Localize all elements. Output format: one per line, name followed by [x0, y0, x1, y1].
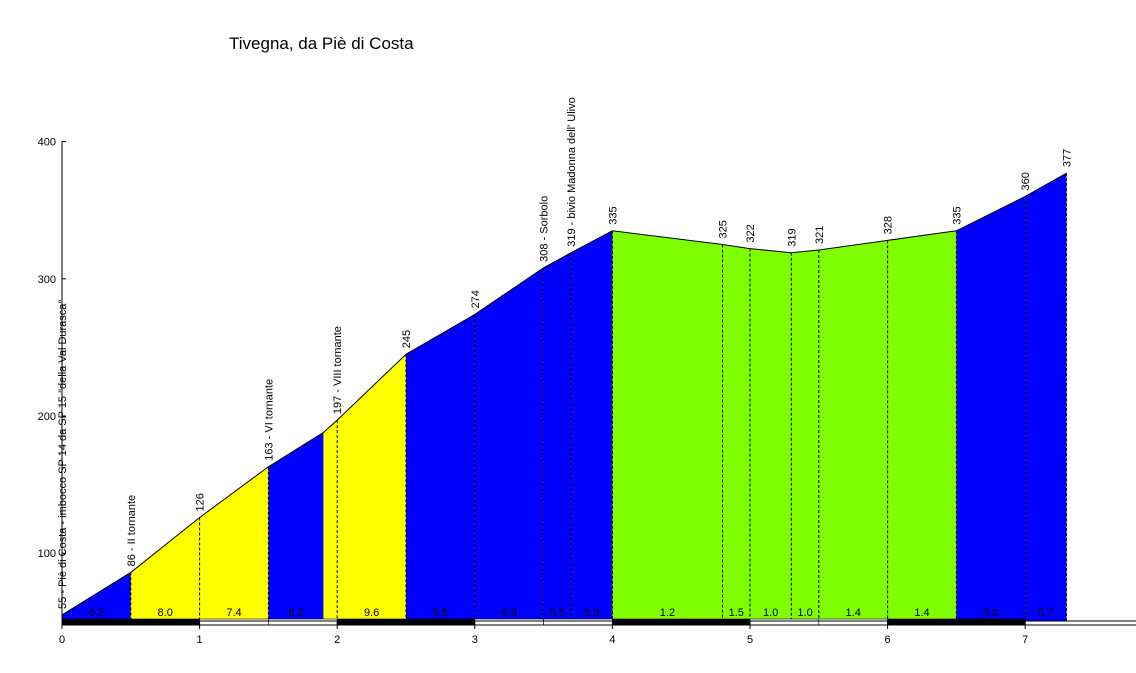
gradient-segment [268, 432, 324, 621]
gradient-label: 5.7 [1038, 607, 1053, 619]
waypoint-label: 55 - Piè di Costa - imbocco SP 14 da SP … [57, 300, 69, 609]
waypoint-label: 328 [883, 216, 895, 234]
gradient-segment [199, 466, 269, 621]
waypoint-label: 245 [401, 330, 413, 348]
gradient-segment [337, 354, 406, 621]
gradient-segments [62, 173, 1067, 622]
waypoint-label: 335 [951, 206, 963, 224]
scale-bar-block [818, 618, 888, 626]
gradient-segment [323, 420, 338, 621]
waypoint-label: 308 - Sorbolo [539, 196, 551, 262]
gradient-label: 7.4 [226, 607, 241, 619]
waypoint-label: 335 [607, 206, 619, 224]
elevation-line [61, 172, 1067, 616]
gradient-labels: 6.2 8.0 7.4 6.2 9.6 5.8 6.8 5.5 5.3 1.2 1.5 1.0 1.0 1… [89, 607, 1054, 619]
gradient-segment [956, 196, 1026, 622]
gradient-segment [543, 252, 572, 621]
gradient-label: 1.0 [763, 607, 778, 619]
gradient-label: 1.0 [797, 607, 812, 619]
gradient-segment [722, 244, 750, 621]
gradient-segment [130, 517, 200, 621]
x-tick-label: 4 [609, 634, 615, 646]
scale-bar-block [61, 618, 132, 626]
gradient-segment [887, 230, 957, 621]
x-tick-label: 6 [885, 634, 891, 646]
scale-bar-block [130, 618, 200, 626]
x-tick-label: 5 [747, 634, 753, 646]
profile-outline [61, 172, 1067, 616]
gradient-label: 5.3 [584, 607, 599, 619]
waypoint-label: 86 - II tornante [126, 495, 138, 567]
gradient-label: 6.2 [89, 607, 104, 619]
gradient-label: 8.0 [158, 607, 173, 619]
scale-bar-block [474, 618, 544, 626]
waypoint-labels: 55 - Piè di Costa - imbocco SP 14 da SP … [57, 97, 1073, 609]
segment-dividers [130, 173, 1067, 621]
y-tick-label: 400 [38, 137, 56, 149]
gradient-label: 1.2 [660, 607, 675, 619]
x-tick-label: 3 [472, 634, 478, 646]
gradient-label: 5.8 [433, 607, 448, 619]
gradient-segment [791, 249, 819, 621]
gradient-segment [62, 572, 131, 621]
waypoint-label: 325 [717, 220, 729, 238]
gradient-label: 5.5 [550, 607, 565, 619]
gradient-segment [612, 230, 723, 621]
x-tick-label: 2 [334, 634, 340, 646]
gradient-segment [571, 230, 613, 621]
scale-bar-block [956, 618, 1026, 626]
waypoint-label: 274 [470, 290, 482, 308]
km-scale-bar [61, 618, 1026, 626]
axes: 100 200 300 400 0 1 2 3 4 5 6 7 [38, 137, 1136, 646]
y-tick-label: 200 [38, 411, 56, 423]
gradient-segment [750, 248, 792, 621]
y-tick-label: 300 [38, 274, 56, 286]
waypoint-label: 126 [195, 493, 207, 511]
gradient-label: 1.4 [914, 607, 929, 619]
scale-bar-block [268, 618, 338, 626]
waypoint-label: 319 [786, 228, 798, 246]
waypoint-label: 360 [1020, 172, 1032, 190]
waypoint-label: 321 [814, 226, 826, 244]
scale-bar-block [612, 618, 682, 626]
y-tick-label: 100 [38, 548, 56, 560]
x-tick-label: 7 [1022, 634, 1028, 646]
gradient-label: 6.8 [502, 607, 517, 619]
gradient-segment [1025, 173, 1067, 621]
waypoint-label: 163 - VI tornante [263, 379, 275, 461]
waypoint-label: 197 - VIII tornante [332, 326, 344, 414]
gradient-segment [406, 314, 475, 621]
scale-bar-block [749, 618, 820, 626]
gradient-segment [474, 267, 544, 621]
scale-bar-block [405, 618, 476, 626]
gradient-label: 6.2 [288, 607, 303, 619]
gradient-label: 1.4 [846, 607, 861, 619]
waypoint-label: 377 [1061, 149, 1073, 167]
waypoint-label: 319 - bivio Madonna dell' Ulivo [566, 97, 578, 246]
x-tick-label: 0 [59, 634, 65, 646]
scale-bar-block [199, 618, 269, 626]
gradient-segment [818, 240, 888, 621]
x-tick-label: 1 [197, 634, 203, 646]
gradient-label: 9.6 [364, 607, 379, 619]
scale-bar-block [543, 618, 613, 626]
gradient-label: 5.0 [983, 607, 998, 619]
chart-title: Tivegna, da Piè di Costa [229, 34, 414, 53]
scale-bar-block [336, 618, 407, 626]
scale-bar-block [680, 618, 751, 626]
waypoint-label: 322 [745, 224, 757, 242]
gradient-label: 1.5 [729, 607, 744, 619]
scale-bar-block [887, 618, 957, 626]
